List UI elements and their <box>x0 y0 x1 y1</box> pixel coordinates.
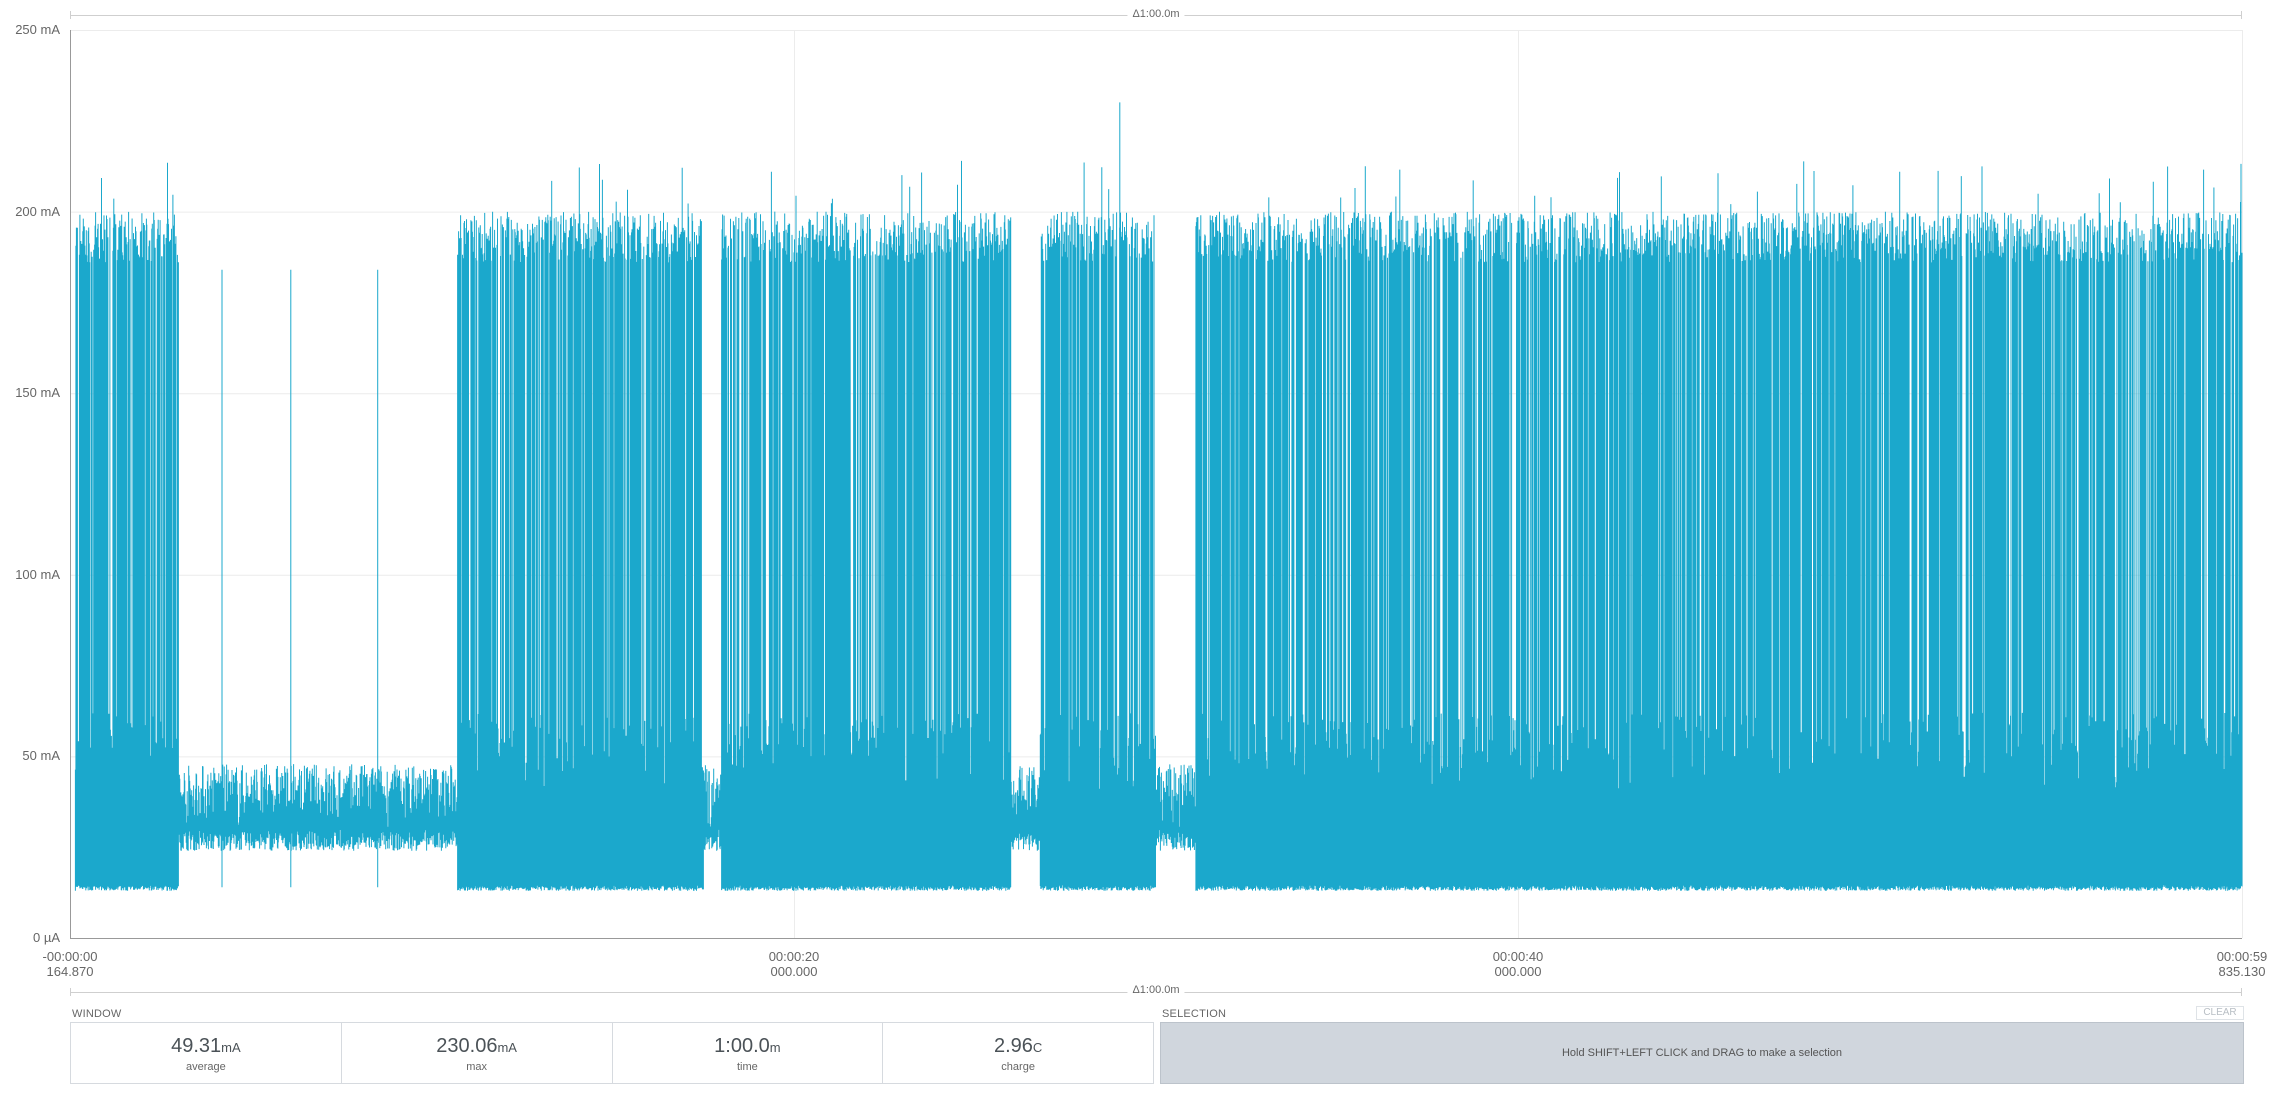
stat-max-unit: mA <box>497 1039 517 1055</box>
stat-time-value: 1:00.0 <box>714 1034 770 1057</box>
y-tick-label: 150 mA <box>15 385 60 401</box>
y-tick-label: 200 mA <box>15 203 60 219</box>
stat-charge-unit: C <box>1032 1039 1043 1055</box>
x-tick-subsecond: 835.130 <box>2218 964 2266 979</box>
x-tick-label: 00:00:20 000.000 <box>734 949 854 979</box>
x-tick-subsecond: 164.870 <box>46 964 94 979</box>
x-tick-label: -00:00:00 164.870 <box>10 949 130 979</box>
stat-average: 49.31mA average <box>71 1023 342 1083</box>
range-delta-bottom: Δ1:00.0m <box>1127 984 1185 996</box>
chart-axes <box>70 30 2242 939</box>
clear-selection-button[interactable]: CLEAR <box>2196 1006 2244 1020</box>
stat-max: 230.06mA max <box>342 1023 613 1083</box>
stat-charge-label: charge <box>1001 1060 1035 1073</box>
current-trace <box>74 102 2243 891</box>
stat-time-unit: m <box>769 1039 781 1055</box>
stat-time-label: time <box>736 1060 758 1073</box>
selection-hint: Hold SHIFT+LEFT CLICK and DRAG to make a… <box>1561 1047 1843 1059</box>
window-stats: 49.31mA average 230.06mA max 1:00.0m tim… <box>70 1022 1154 1084</box>
x-tick-time: -00:00:00 <box>42 949 98 964</box>
y-tick-label: 50 mA <box>22 748 60 764</box>
selection-section-label: SELECTION <box>1162 1008 1227 1020</box>
x-tick-subsecond: 000.000 <box>770 964 818 979</box>
y-tick-label: 0 µA <box>32 930 60 945</box>
stat-charge-value: 2.96 <box>993 1034 1033 1057</box>
stat-average-label: average <box>185 1060 226 1073</box>
y-tick-label: 100 mA <box>15 566 60 582</box>
window-section-label: WINDOW <box>72 1008 122 1020</box>
stat-average-value: 49.31 <box>171 1034 222 1057</box>
x-tick-time: 00:00:40 <box>1492 949 1544 964</box>
range-delta-top: Δ1:00.0m <box>1127 8 1185 20</box>
stat-max-label: max <box>466 1060 488 1073</box>
x-tick-time: 00:00:59 <box>2216 949 2268 964</box>
selection-area[interactable]: Hold SHIFT+LEFT CLICK and DRAG to make a… <box>1160 1022 2244 1084</box>
x-tick-label: 00:00:59 835.130 <box>2182 949 2272 979</box>
stat-average-unit: mA <box>221 1039 241 1055</box>
stat-charge: 2.96C charge <box>883 1023 1153 1083</box>
stat-time: 1:00.0m time <box>613 1023 884 1083</box>
y-tick-label: 250 mA <box>15 22 60 37</box>
stat-max-value: 230.06 <box>436 1034 498 1057</box>
x-tick-label: 00:00:40 000.000 <box>1458 949 1578 979</box>
x-tick-time: 00:00:20 <box>768 949 820 964</box>
x-tick-subsecond: 000.000 <box>1494 964 1542 979</box>
